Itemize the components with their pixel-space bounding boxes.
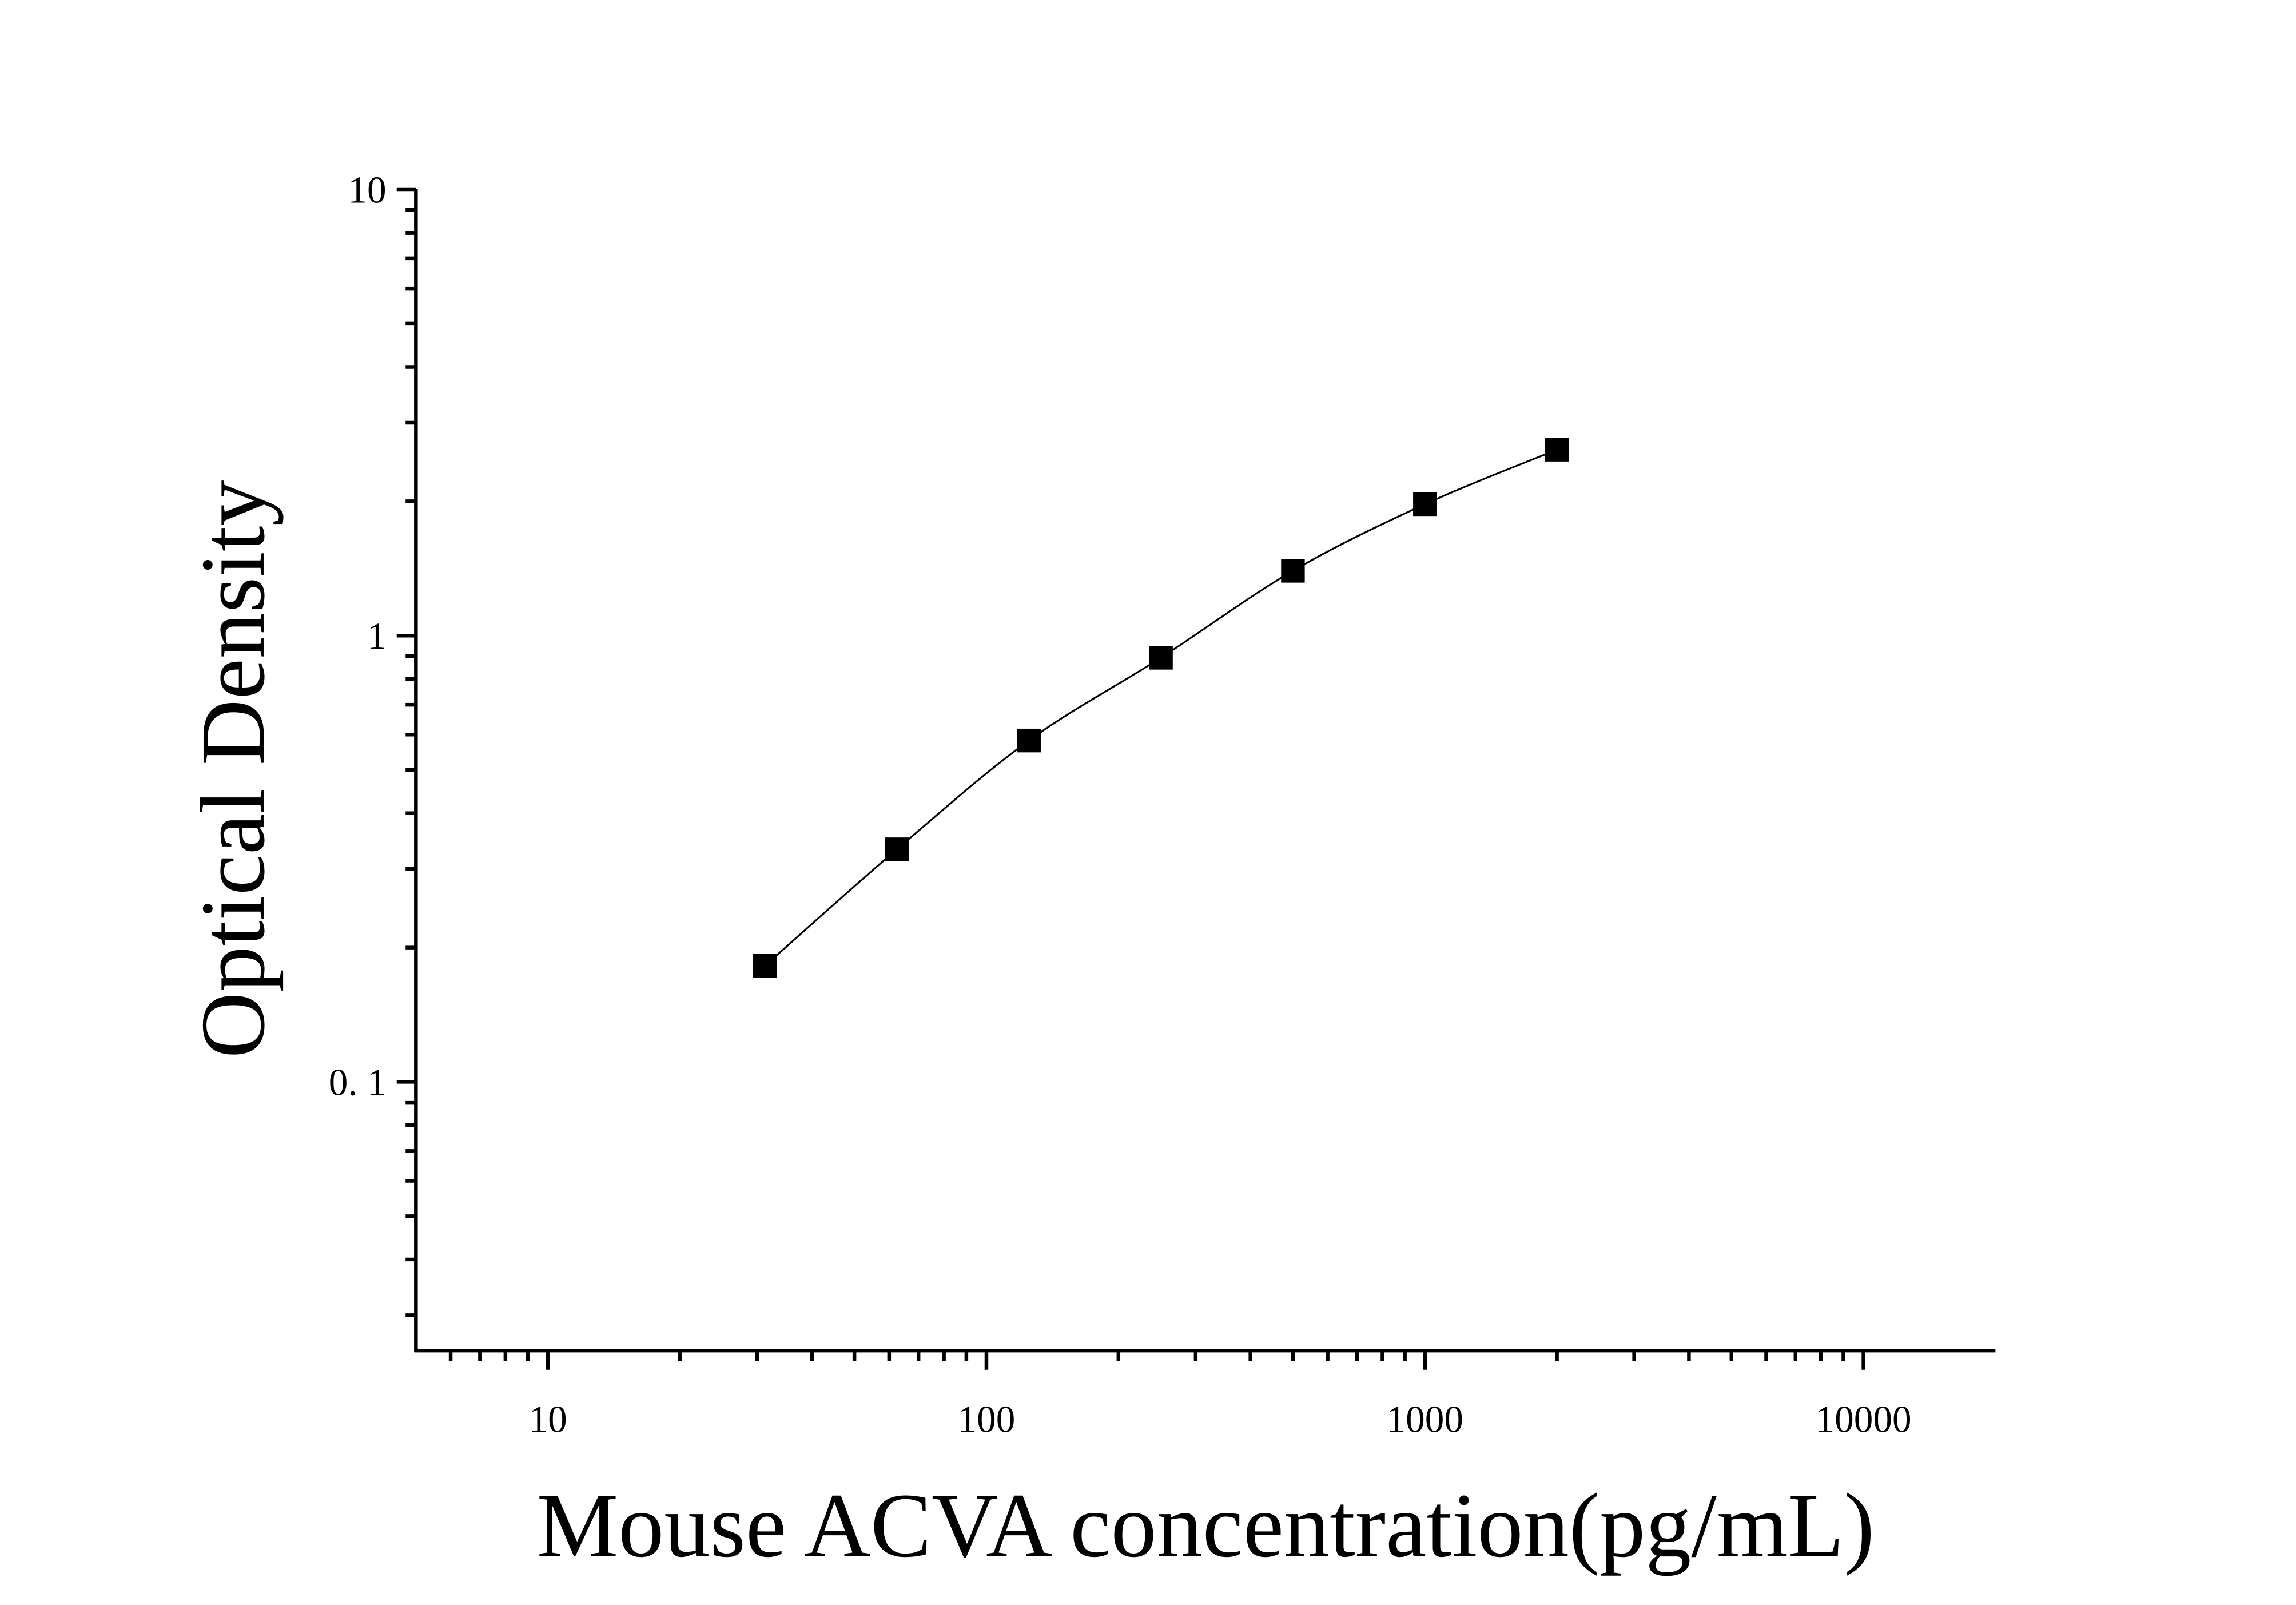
point xyxy=(1017,728,1041,753)
x-axis-label: Mouse ACVA concentration(pg/mL) xyxy=(537,1475,1875,1576)
point xyxy=(1545,438,1569,462)
point xyxy=(885,837,909,861)
x-tick-label: 100 xyxy=(958,1397,1016,1440)
x-tick-label: 10 xyxy=(529,1397,567,1440)
point xyxy=(1413,492,1437,517)
y-tick-label: 1 xyxy=(367,615,387,658)
fit-line xyxy=(764,448,1558,967)
y-tick-label: 0. 1 xyxy=(329,1061,387,1104)
point xyxy=(753,954,777,978)
y-tick-label: 10 xyxy=(348,168,386,211)
x-tick-label: 10000 xyxy=(1816,1397,1912,1440)
point xyxy=(1281,559,1305,583)
point xyxy=(1149,646,1173,670)
x-tick-label: 1000 xyxy=(1387,1397,1463,1440)
y-axis-label: Optical Density xyxy=(182,480,284,1058)
